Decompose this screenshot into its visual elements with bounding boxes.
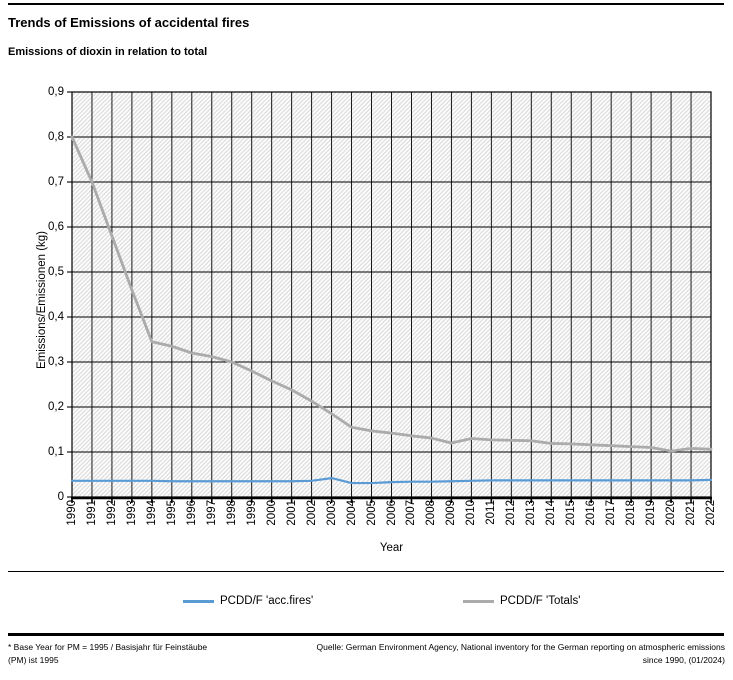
legend-label: PCDD/F 'Totals' — [500, 595, 581, 607]
x-tick-label: 2004 — [345, 500, 358, 526]
x-tick-label: 2013 — [525, 500, 538, 526]
footnote-line1: * Base Year for PM = 1995 / Basisjahr fü… — [8, 642, 208, 652]
x-tick-label: 1991 — [85, 500, 98, 526]
legend-label: PCDD/F 'acc.fires' — [220, 595, 314, 607]
x-tick-label: 2003 — [325, 500, 338, 526]
x-tick-label: 2002 — [305, 500, 318, 526]
x-tick-label: 2009 — [445, 500, 458, 526]
series-line-acc-fires — [70, 477, 713, 485]
x-tick-label: 2020 — [665, 500, 678, 526]
source-line2: since 1990, (01/2024) — [642, 654, 725, 665]
x-tick-label: 1990 — [66, 500, 78, 526]
y-tick-label: 0,1 — [48, 446, 64, 458]
chart-plot — [67, 91, 713, 503]
x-tick-label: 2014 — [545, 500, 558, 526]
top-divider — [8, 3, 724, 5]
y-tick-label: 0 — [57, 491, 64, 503]
x-tick-label: 1996 — [185, 500, 198, 526]
y-tick-label: 0,6 — [48, 221, 64, 233]
x-tick-label: 1997 — [205, 500, 218, 526]
legend-line-swatch — [463, 599, 494, 603]
page-title: Trends of Emissions of accidental fires — [8, 15, 250, 30]
x-tick-label: 2018 — [625, 500, 638, 526]
y-tick-label: 0,7 — [48, 176, 64, 188]
x-tick-label: 1998 — [225, 500, 238, 526]
x-tick-label: 2008 — [425, 500, 438, 526]
x-tick-label: 2017 — [605, 500, 618, 526]
x-tick-label: 2021 — [685, 500, 698, 526]
x-tick-label: 1992 — [105, 500, 118, 526]
x-tick-label: 2001 — [285, 500, 298, 526]
y-tick-label: 0,4 — [48, 311, 64, 323]
legend-line-swatch — [183, 599, 214, 603]
x-tick-label: 2007 — [405, 500, 418, 526]
footer-divider — [8, 633, 724, 636]
x-tick-label: 2005 — [365, 500, 378, 526]
series-line-totals — [70, 135, 713, 453]
tick-marks — [67, 91, 712, 503]
y-tick-label: 0,8 — [48, 131, 64, 143]
x-tick-label: 2011 — [485, 500, 498, 525]
y-tick-label: 0,2 — [48, 401, 64, 413]
source-note: Quelle: German Environment Agency, Natio… — [255, 641, 725, 666]
x-tick-label: 2016 — [585, 500, 598, 526]
x-tick-label: 2006 — [385, 500, 398, 526]
x-tick-label: 1994 — [145, 500, 158, 526]
x-tick-label: 2012 — [505, 500, 518, 526]
x-tick-label: 1999 — [245, 500, 258, 526]
y-tick-label: 0,3 — [48, 356, 64, 368]
x-tick-label: 1995 — [165, 500, 178, 526]
x-tick-label: 2022 — [705, 500, 717, 526]
legend-top-divider — [8, 571, 724, 572]
x-tick-label: 2019 — [645, 500, 658, 526]
x-tick-label: 2010 — [465, 500, 478, 526]
legend-item-totals: PCDD/F 'Totals' — [463, 593, 580, 609]
x-axis-label: Year — [379, 542, 404, 554]
x-tick-label: 2015 — [565, 500, 578, 526]
y-tick-label: 0,9 — [48, 86, 64, 98]
footnote: * Base Year for PM = 1995 / Basisjahr fü… — [8, 641, 368, 666]
x-tick-label: 2000 — [265, 500, 278, 526]
y-tick-label: 0,5 — [48, 266, 64, 278]
legend-item-acc-fires: PCDD/F 'acc.fires' — [183, 593, 313, 609]
x-tick-label: 1993 — [125, 500, 138, 526]
source-line1: Quelle: German Environment Agency, Natio… — [316, 642, 725, 652]
footnote-line2: (PM) ist 1995 — [8, 654, 59, 665]
page-subtitle: Emissions of dioxin in relation to total — [8, 46, 208, 58]
